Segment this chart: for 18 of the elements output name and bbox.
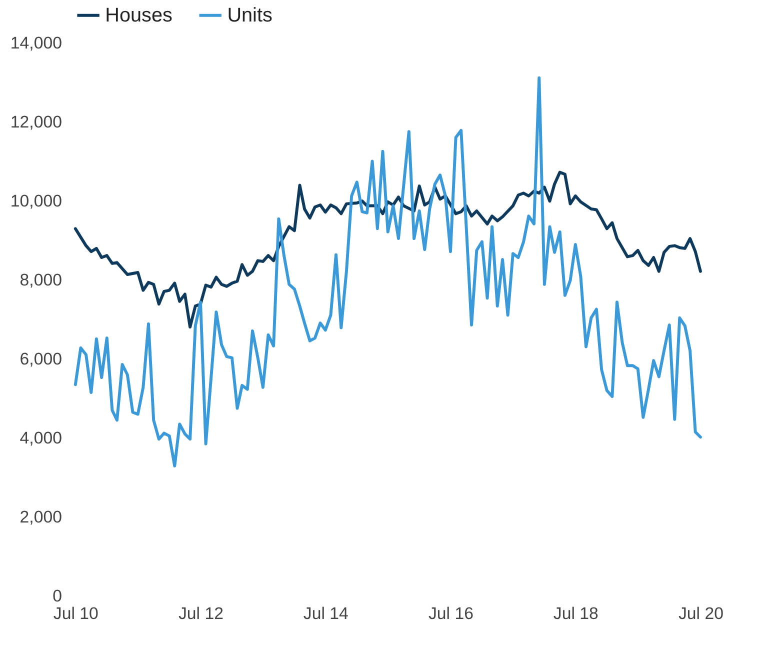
line-series <box>74 76 702 468</box>
x-tick-label: Jul 16 <box>428 604 474 624</box>
x-tick-label: Jul 18 <box>553 604 598 624</box>
y-tick-label: 0 <box>52 586 62 606</box>
x-tick-label: Jul 20 <box>678 604 724 624</box>
x-tick-label: Jul 12 <box>178 604 224 624</box>
y-tick-label: 2,000 <box>20 507 62 526</box>
line-series <box>74 170 702 328</box>
legend-label: Houses <box>105 4 172 26</box>
legend-label: Units <box>227 4 272 26</box>
y-tick-label: 4,000 <box>20 428 62 448</box>
x-tick-label: Jul 14 <box>303 604 348 624</box>
y-tick-label: 10,000 <box>10 192 62 211</box>
y-tick-label: 6,000 <box>20 349 62 368</box>
y-tick-label: 12,000 <box>10 112 62 132</box>
y-tick-label: 14,000 <box>10 34 62 53</box>
x-tick-label: Jul 10 <box>53 604 98 624</box>
y-tick-label: 8,000 <box>20 270 62 290</box>
